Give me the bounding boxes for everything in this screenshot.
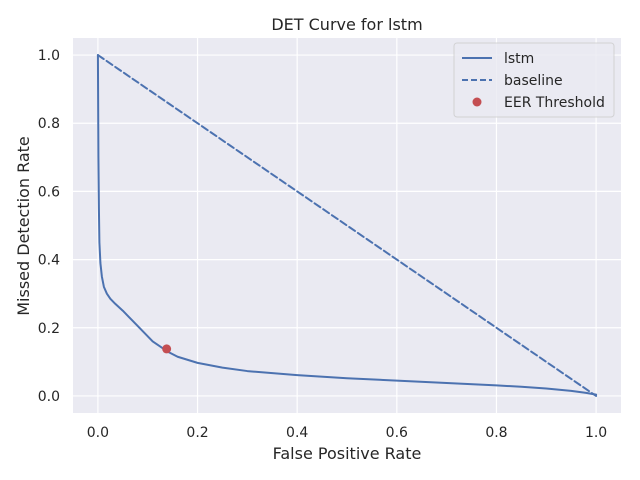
- y-tick-label: 0.0: [38, 389, 60, 405]
- x-tick-label: 0.6: [386, 425, 408, 441]
- y-tick-label: 0.6: [38, 184, 60, 200]
- eer-threshold-point: [162, 344, 172, 354]
- legend-baseline-label: baseline: [504, 73, 563, 89]
- legend-eer-label: EER Threshold: [504, 95, 605, 111]
- legend-box: [453, 42, 615, 118]
- x-tick-label: 1.0: [585, 425, 607, 441]
- series-layer: [96, 54, 598, 397]
- x-tick-labels: 0.0 0.2 0.4 0.6 0.8 1.0: [87, 425, 607, 441]
- x-tick-label: 0.4: [286, 425, 308, 441]
- y-tick-label: 0.2: [38, 321, 60, 337]
- grid: [73, 38, 621, 413]
- x-tick-label: 0.0: [87, 425, 109, 441]
- legend-eer-marker: [472, 97, 482, 107]
- x-tick-label: 0.2: [186, 425, 208, 441]
- x-axis-label: False Positive Rate: [273, 444, 422, 463]
- y-tick-label: 0.8: [38, 116, 60, 132]
- legend-lstm-label: lstm: [504, 51, 534, 67]
- legend: lstm baseline EER Threshold: [453, 42, 615, 118]
- y-tick-label: 0.4: [38, 253, 60, 269]
- x-tick-label: 0.8: [485, 425, 507, 441]
- y-axis-label: Missed Detection Rate: [14, 136, 33, 316]
- baseline-series-line: [96, 54, 598, 397]
- y-tick-label: 1.0: [38, 48, 60, 64]
- y-tick-labels: 0.0 0.2 0.4 0.6 0.8 1.0: [38, 48, 60, 405]
- chart-title: DET Curve for lstm: [271, 15, 422, 34]
